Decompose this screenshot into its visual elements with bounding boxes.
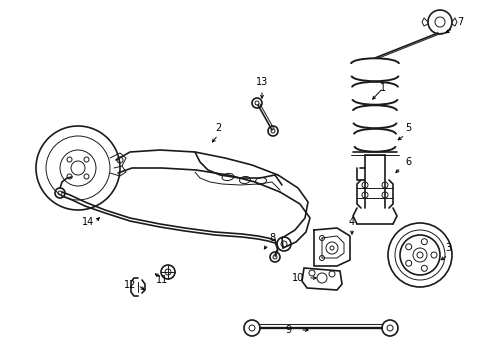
Text: 6: 6 [405,157,411,167]
Text: 4: 4 [349,217,355,227]
Text: 8: 8 [269,233,275,243]
Text: 1: 1 [380,83,386,93]
Text: 12: 12 [124,280,136,290]
Text: 13: 13 [256,77,268,87]
Text: 5: 5 [405,123,411,133]
Text: 9: 9 [285,325,291,335]
Text: 2: 2 [215,123,221,133]
Text: 3: 3 [445,243,451,253]
Text: 11: 11 [156,275,168,285]
Text: 10: 10 [292,273,304,283]
Text: 14: 14 [82,217,94,227]
Text: 7: 7 [457,17,463,27]
